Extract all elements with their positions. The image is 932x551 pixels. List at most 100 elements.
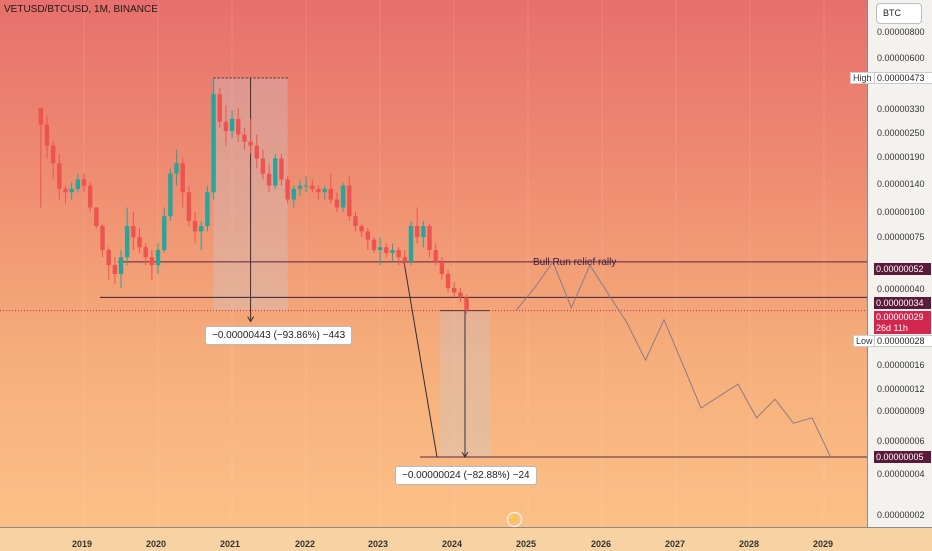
candle-body xyxy=(433,249,438,262)
y-tick-label: 0.00000006 xyxy=(877,436,925,446)
level-tag-034: 0.00000034 xyxy=(874,297,931,309)
candle-body xyxy=(266,173,272,186)
candle-body xyxy=(229,118,235,132)
x-tick-label: 2026 xyxy=(591,539,612,549)
candle-body xyxy=(310,185,315,189)
y-tick-label: 0.00000012 xyxy=(877,384,925,394)
y-tick-label: 0.00000040 xyxy=(877,284,925,294)
candle-body xyxy=(396,249,401,258)
x-tick-label: 2024 xyxy=(442,539,463,549)
measure-label-2: −0.00000024 (−82.88%) −24 xyxy=(395,466,537,485)
candle-body xyxy=(427,226,432,250)
candle-body xyxy=(50,145,56,164)
currency-button[interactable]: BTC xyxy=(876,3,922,24)
y-tick-label: 0.00000800 xyxy=(877,27,925,37)
candle-body xyxy=(408,226,414,262)
candle-body xyxy=(260,158,266,174)
candle-body xyxy=(192,220,198,232)
candle-body xyxy=(365,231,371,240)
candle-body xyxy=(44,124,50,146)
candle-body xyxy=(452,288,457,293)
candle-body xyxy=(384,247,389,253)
candle-body xyxy=(63,188,68,193)
x-tick-label: 2025 xyxy=(516,539,537,549)
candle-body xyxy=(137,237,142,248)
arrow-head-1 xyxy=(247,316,255,323)
candle-body xyxy=(112,265,118,274)
candle-body xyxy=(340,185,346,208)
candle-body xyxy=(279,158,284,180)
chart-plot-area[interactable] xyxy=(0,0,867,527)
low-label: Low xyxy=(853,335,876,347)
candle-body xyxy=(297,185,303,189)
lightning-icon[interactable]: ⚡ xyxy=(507,512,522,527)
candle-body xyxy=(131,226,136,238)
current-price-tag: 0.00000029 xyxy=(874,311,931,323)
candle-body xyxy=(445,273,451,289)
target-tag-005: 0.00000005 xyxy=(874,451,931,463)
candle-body xyxy=(168,173,173,217)
countdown-tag: 26d 11h xyxy=(874,322,931,334)
candle-body xyxy=(371,239,377,250)
y-tick-label: 0.00000140 xyxy=(877,179,925,189)
candle-body xyxy=(421,226,426,238)
candle-body xyxy=(334,199,340,208)
level-tag-052: 0.00000052 xyxy=(874,263,931,275)
x-tick-label: 2027 xyxy=(665,539,686,549)
candle-body xyxy=(291,188,296,200)
y-tick-label: 0.00000100 xyxy=(877,207,925,217)
candle-body xyxy=(464,297,469,311)
candle-body xyxy=(87,185,93,208)
candle-body xyxy=(285,179,290,200)
candle-body xyxy=(359,226,364,232)
candle-body xyxy=(217,94,222,122)
candle-body xyxy=(236,118,241,135)
relief-rally-annotation: Bull Run relief rally xyxy=(533,257,617,268)
candle-body xyxy=(106,249,111,266)
x-tick-label: 2021 xyxy=(220,539,241,549)
x-tick-label: 2023 xyxy=(368,539,389,549)
y-tick-label: 0.00000016 xyxy=(877,360,925,370)
y-tick-label: 0.00000004 xyxy=(877,469,925,479)
measure-label-1: −0.00000443 (−93.86%) −443 xyxy=(205,326,353,345)
candle-body xyxy=(69,188,74,193)
candle-body xyxy=(57,163,62,189)
crash-path-line xyxy=(403,261,438,458)
y-tick-label: 0.00000002 xyxy=(877,510,925,520)
projection-path xyxy=(515,260,832,458)
candle-body xyxy=(223,121,229,132)
candle-body xyxy=(38,107,44,125)
time-axis[interactable]: 2019 2020 2021 2022 2023 2024 2025 2026 … xyxy=(0,527,932,551)
candle-body xyxy=(273,158,278,186)
candle-body xyxy=(328,188,333,200)
candle-body xyxy=(347,185,352,217)
candle-body xyxy=(254,145,259,159)
candle-body xyxy=(199,226,204,232)
candle-body xyxy=(100,226,105,250)
chart-svg[interactable] xyxy=(0,0,867,527)
symbol-title: VETUSD/BTCUSD, 1M, BINANCE xyxy=(4,4,158,15)
candle-body xyxy=(211,94,216,193)
candle-body xyxy=(390,249,395,253)
candle-body xyxy=(94,207,99,227)
candle-body xyxy=(205,192,210,227)
y-tick-label: 0.00000330 xyxy=(877,104,925,114)
y-tick-label: 0.00000075 xyxy=(877,232,925,242)
candle-body xyxy=(162,216,167,250)
candle-body xyxy=(149,257,155,266)
y-tick-label: 0.00000250 xyxy=(877,128,925,138)
candle-body xyxy=(174,163,179,174)
candle-body xyxy=(180,163,185,193)
low-value-tag: 0.00000028 xyxy=(874,335,932,347)
candle-body xyxy=(248,141,253,146)
candle-body xyxy=(414,226,420,238)
candle-body xyxy=(316,188,321,193)
x-tick-label: 2029 xyxy=(813,539,834,549)
y-tick-label: 0.00000009 xyxy=(877,406,925,416)
candle-body xyxy=(143,247,148,258)
candle-body xyxy=(242,134,247,142)
candle-body xyxy=(124,226,130,258)
candle-body xyxy=(186,192,192,221)
x-tick-label: 2020 xyxy=(146,539,167,549)
candle-body xyxy=(303,185,309,187)
